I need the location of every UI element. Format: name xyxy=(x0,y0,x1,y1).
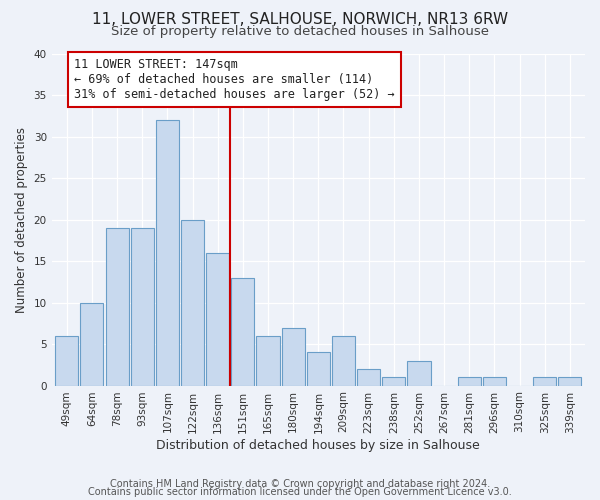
Bar xyxy=(407,360,431,386)
Text: Contains HM Land Registry data © Crown copyright and database right 2024.: Contains HM Land Registry data © Crown c… xyxy=(110,479,490,489)
Bar xyxy=(55,336,79,386)
Bar xyxy=(458,378,481,386)
Bar xyxy=(256,336,280,386)
Bar xyxy=(231,278,254,386)
Bar xyxy=(80,302,103,386)
Bar xyxy=(382,378,406,386)
Bar xyxy=(106,228,128,386)
Text: Size of property relative to detached houses in Salhouse: Size of property relative to detached ho… xyxy=(111,25,489,38)
Text: Contains public sector information licensed under the Open Government Licence v3: Contains public sector information licen… xyxy=(88,487,512,497)
Bar xyxy=(559,378,581,386)
Bar xyxy=(533,378,556,386)
Bar xyxy=(332,336,355,386)
Bar xyxy=(307,352,330,386)
Y-axis label: Number of detached properties: Number of detached properties xyxy=(15,127,28,313)
Bar xyxy=(156,120,179,386)
Bar xyxy=(281,328,305,386)
Text: 11 LOWER STREET: 147sqm
← 69% of detached houses are smaller (114)
31% of semi-d: 11 LOWER STREET: 147sqm ← 69% of detache… xyxy=(74,58,395,101)
Bar xyxy=(483,378,506,386)
Bar xyxy=(357,369,380,386)
Bar xyxy=(206,253,229,386)
X-axis label: Distribution of detached houses by size in Salhouse: Distribution of detached houses by size … xyxy=(157,440,480,452)
Bar xyxy=(131,228,154,386)
Text: 11, LOWER STREET, SALHOUSE, NORWICH, NR13 6RW: 11, LOWER STREET, SALHOUSE, NORWICH, NR1… xyxy=(92,12,508,28)
Bar xyxy=(181,220,204,386)
